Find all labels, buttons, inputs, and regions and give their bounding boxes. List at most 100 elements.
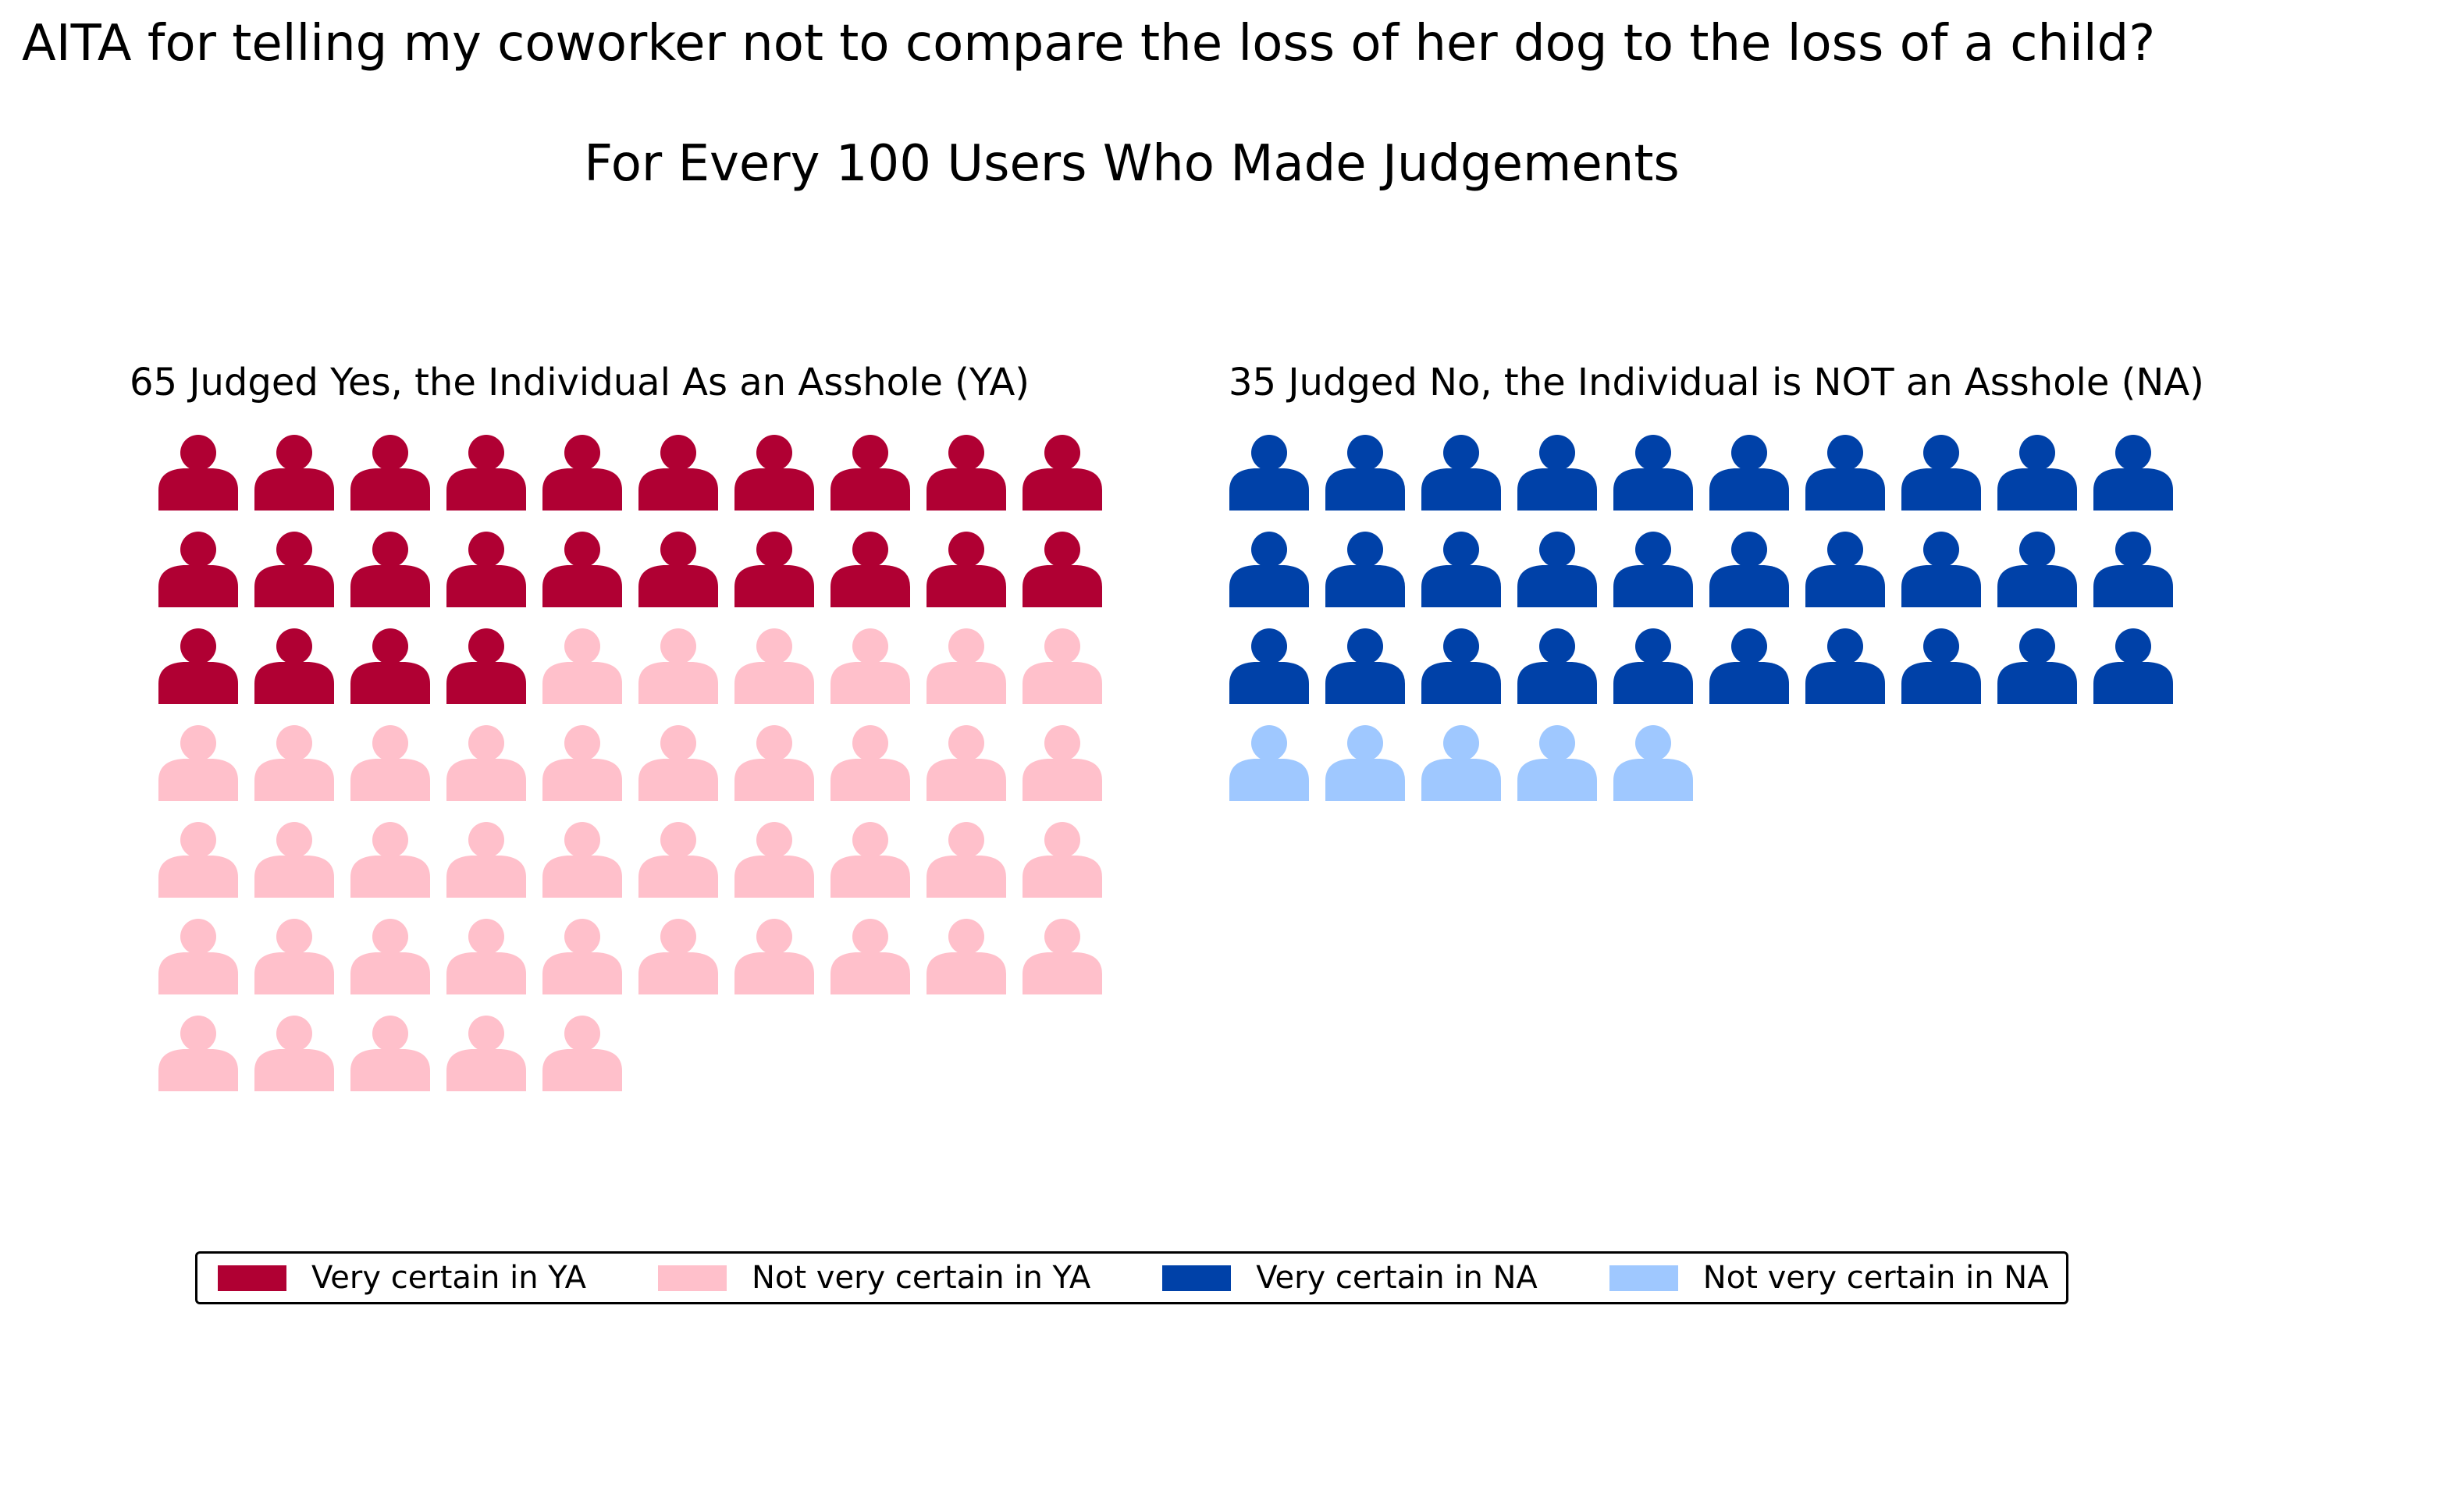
person-icon-very-certain <box>927 435 1006 511</box>
person-icon-not-very-certain <box>542 1016 622 1091</box>
person-icon-very-certain <box>1517 628 1597 704</box>
person-icon-very-certain <box>734 532 814 607</box>
legend-item-very-certain-na: Very certain in NA <box>1153 1260 1538 1296</box>
person-icon-very-certain <box>1901 532 1981 607</box>
person-icon-very-certain <box>1325 628 1405 704</box>
na-pictograph <box>1229 435 2173 801</box>
person-icon-very-certain <box>158 532 238 607</box>
person-icon-very-certain <box>350 435 430 511</box>
person-icon-very-certain <box>638 435 718 511</box>
person-icon-very-certain <box>1997 628 2077 704</box>
person-icon-not-very-certain <box>1023 628 1102 704</box>
person-icon-not-very-certain <box>1229 725 1309 801</box>
legend-item-not-very-certain-ya: Not very certain in YA <box>649 1260 1090 1296</box>
ya-pictograph <box>158 435 1102 1091</box>
person-icon-not-very-certain <box>830 919 910 994</box>
person-icon-not-very-certain <box>446 1016 526 1091</box>
person-icon-not-very-certain <box>927 919 1006 994</box>
person-icon-very-certain <box>446 628 526 704</box>
person-icon-very-certain <box>1229 628 1309 704</box>
person-icon-very-certain <box>254 532 334 607</box>
person-icon-very-certain <box>1613 628 1693 704</box>
person-icon-very-certain <box>1229 435 1309 511</box>
person-icon-not-very-certain <box>638 725 718 801</box>
person-icon-very-certain <box>158 435 238 511</box>
legend-swatch <box>1162 1265 1232 1291</box>
person-icon-not-very-certain <box>158 1016 238 1091</box>
legend-label: Not very certain in NA <box>1702 1260 2049 1296</box>
person-icon-very-certain <box>1613 435 1693 511</box>
person-icon-not-very-certain <box>830 628 910 704</box>
person-icon-not-very-certain <box>734 628 814 704</box>
person-icon-not-very-certain <box>1517 725 1597 801</box>
person-icon-not-very-certain <box>1325 725 1405 801</box>
legend-label: Not very certain in YA <box>752 1260 1091 1296</box>
person-icon-very-certain <box>1613 532 1693 607</box>
legend-swatch <box>218 1265 286 1291</box>
person-icon-not-very-certain <box>927 725 1006 801</box>
person-icon-very-certain <box>542 435 622 511</box>
person-icon-very-certain <box>254 435 334 511</box>
person-icon-not-very-certain <box>734 725 814 801</box>
person-icon-very-certain <box>2093 532 2173 607</box>
legend-label: Very certain in NA <box>1256 1260 1538 1296</box>
person-icon-very-certain <box>350 628 430 704</box>
person-icon-not-very-certain <box>638 628 718 704</box>
person-icon-very-certain <box>1709 532 1789 607</box>
person-icon-very-certain <box>638 532 718 607</box>
person-icon-very-certain <box>1023 532 1102 607</box>
person-icon-very-certain <box>1229 532 1309 607</box>
person-icon-very-certain <box>1421 628 1501 704</box>
person-icon-not-very-certain <box>254 725 334 801</box>
ya-panel-title: 65 Judged Yes, the Individual As an Assh… <box>130 361 1030 404</box>
person-icon-not-very-certain <box>350 919 430 994</box>
person-icon-very-certain <box>1023 435 1102 511</box>
person-icon-not-very-certain <box>1023 822 1102 898</box>
person-icon-not-very-certain <box>254 1016 334 1091</box>
person-icon-not-very-certain <box>542 628 622 704</box>
person-icon-not-very-certain <box>254 822 334 898</box>
legend-item-very-certain-ya: Very certain in YA <box>208 1260 586 1296</box>
person-icon-very-certain <box>1709 435 1789 511</box>
person-icon-not-very-certain <box>446 725 526 801</box>
person-icon-very-certain <box>1997 435 2077 511</box>
person-icon-not-very-certain <box>350 725 430 801</box>
person-icon-not-very-certain <box>1023 725 1102 801</box>
person-icon-not-very-certain <box>542 725 622 801</box>
person-icon-very-certain <box>1421 435 1501 511</box>
person-icon-not-very-certain <box>542 822 622 898</box>
person-icon-very-certain <box>446 532 526 607</box>
person-icon-not-very-certain <box>927 628 1006 704</box>
person-icon-not-very-certain <box>254 919 334 994</box>
person-icon-not-very-certain <box>734 822 814 898</box>
person-icon-very-certain <box>1805 628 1885 704</box>
person-icon-very-certain <box>2093 435 2173 511</box>
legend-item-not-very-certain-na: Not very certain in NA <box>1600 1260 2049 1296</box>
person-icon-very-certain <box>2093 628 2173 704</box>
person-icon-not-very-certain <box>638 822 718 898</box>
person-icon-very-certain <box>734 435 814 511</box>
person-icon-not-very-certain <box>446 822 526 898</box>
person-icon-very-certain <box>254 628 334 704</box>
person-icon-very-certain <box>1421 532 1501 607</box>
person-icon-not-very-certain <box>830 725 910 801</box>
person-icon-very-certain <box>1325 435 1405 511</box>
person-icon-very-certain <box>1805 435 1885 511</box>
person-icon-very-certain <box>927 532 1006 607</box>
person-icon-very-certain <box>1517 532 1597 607</box>
person-icon-not-very-certain <box>350 822 430 898</box>
person-icon-not-very-certain <box>1613 725 1693 801</box>
person-icon-very-certain <box>158 628 238 704</box>
legend-swatch <box>658 1265 727 1291</box>
person-icon-very-certain <box>1805 532 1885 607</box>
person-icon-very-certain <box>350 532 430 607</box>
person-icon-not-very-certain <box>542 919 622 994</box>
person-icon-very-certain <box>1997 532 2077 607</box>
person-icon-not-very-certain <box>158 919 238 994</box>
person-icon-very-certain <box>542 532 622 607</box>
person-icon-not-very-certain <box>927 822 1006 898</box>
legend-label: Very certain in YA <box>311 1260 586 1296</box>
person-icon-not-very-certain <box>1023 919 1102 994</box>
person-icon-not-very-certain <box>734 919 814 994</box>
legend-swatch <box>1609 1265 1678 1291</box>
